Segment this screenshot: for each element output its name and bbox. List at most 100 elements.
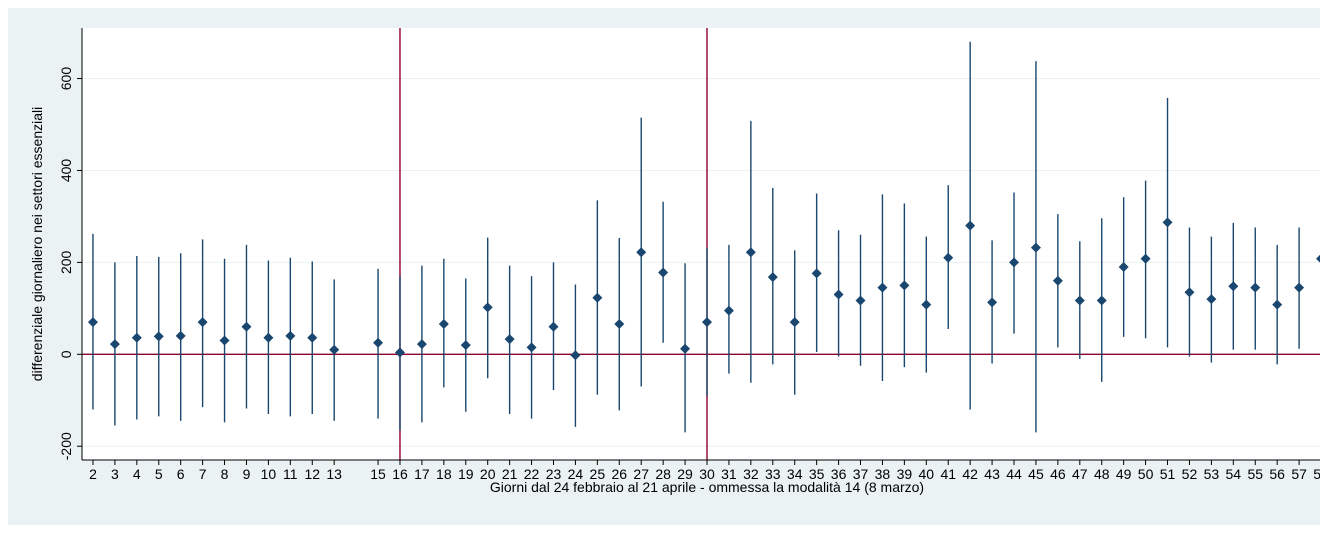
x-tick-label: 35 [809, 466, 825, 482]
x-tick-label: 50 [1138, 466, 1154, 482]
x-tick-label: 2 [89, 466, 97, 482]
point-marker [723, 305, 734, 316]
point-marker [570, 350, 581, 361]
x-tick-label: 54 [1226, 466, 1242, 482]
point-marker [548, 321, 559, 332]
y-tick-label: 0 [58, 350, 74, 358]
point-marker [1140, 253, 1151, 264]
point-marker [680, 343, 691, 354]
x-tick-label: 31 [721, 466, 737, 482]
x-tick-label: 26 [611, 466, 627, 482]
x-tick-label: 24 [568, 466, 584, 482]
point-marker [855, 295, 866, 306]
x-tick-label: 5 [155, 466, 163, 482]
point-marker [197, 317, 208, 328]
x-tick-label: 21 [502, 466, 518, 482]
point-marker [131, 332, 142, 343]
point-marker [153, 331, 164, 342]
point-marker [899, 280, 910, 291]
x-tick-label: 51 [1160, 466, 1176, 482]
x-tick-label: 37 [853, 466, 869, 482]
x-tick-label: 16 [392, 466, 408, 482]
point-marker [877, 282, 888, 293]
x-tick-label: 19 [458, 466, 474, 482]
point-marker [965, 220, 976, 231]
chart-svg: 2 3 4 5 6 7 8 9 10 11 12 13 15 16 17 18 19 20 21 22 23 24 25 26… [29, 28, 1320, 495]
point-marker [1294, 282, 1305, 293]
x-tick-label: 3 [111, 466, 119, 482]
x-tick-label: 48 [1094, 466, 1110, 482]
y-tick-label: 400 [58, 159, 74, 183]
point-marker [921, 299, 932, 310]
x-tick-label: 7 [199, 466, 207, 482]
point-marker [1009, 257, 1020, 268]
x-tick-label: 6 [177, 466, 185, 482]
point-marker [373, 337, 384, 348]
x-tick-label: 47 [1072, 466, 1088, 482]
x-tick-label: 41 [940, 466, 956, 482]
x-tick-label: 30 [699, 466, 715, 482]
x-tick-label: 17 [414, 466, 430, 482]
x-tick-label: 56 [1269, 466, 1285, 482]
chart-figure: 2 3 4 5 6 7 8 9 10 11 12 13 15 16 17 18 19 20 21 22 23 24 25 26… [8, 8, 1320, 525]
x-tick-label: 25 [590, 466, 606, 482]
point-marker [943, 252, 954, 263]
point-marker [87, 317, 98, 328]
x-tick-label: 49 [1116, 466, 1132, 482]
x-tick-label: 27 [633, 466, 649, 482]
x-tick-label: 34 [787, 466, 803, 482]
y-axis-ticks: -200 0 200 400 600 [58, 67, 82, 460]
point-marker [1272, 299, 1283, 310]
x-axis-title: Giorni dal 24 febbraio al 21 aprile - om… [490, 479, 924, 495]
x-tick-label: 58 [1313, 466, 1320, 482]
x-tick-label: 53 [1204, 466, 1220, 482]
x-tick-label: 43 [984, 466, 1000, 482]
point-marker [504, 334, 515, 345]
x-tick-label: 12 [304, 466, 320, 482]
point-marker [987, 297, 998, 308]
x-tick-label: 23 [546, 466, 562, 482]
point-marker [109, 339, 120, 350]
y-tick-label: -200 [58, 432, 74, 460]
point-marker [658, 267, 669, 278]
x-tick-label: 33 [765, 466, 781, 482]
y-tick-label: 200 [58, 250, 74, 274]
plot-area [82, 28, 1320, 460]
point-marker [219, 335, 230, 346]
point-marker [416, 339, 427, 350]
x-tick-label: 11 [283, 466, 298, 482]
point-marker [175, 330, 186, 341]
point-marker [1228, 281, 1239, 292]
point-marker [263, 332, 274, 343]
x-tick-label: 28 [655, 466, 671, 482]
point-marker [482, 302, 493, 313]
x-tick-label: 42 [962, 466, 978, 482]
x-tick-label: 52 [1182, 466, 1198, 482]
x-tick-label: 46 [1050, 466, 1066, 482]
x-tick-label: 40 [919, 466, 935, 482]
y-axis-title: differenziale giornaliero nei settori es… [29, 107, 45, 381]
point-marker [329, 344, 340, 355]
point-marker [1250, 282, 1261, 293]
x-tick-label: 15 [370, 466, 386, 482]
point-marker [833, 289, 844, 300]
point-marker [526, 342, 537, 353]
point-marker [1074, 295, 1085, 306]
point-marker [307, 332, 318, 343]
point-marker [1096, 295, 1107, 306]
x-tick-label: 22 [524, 466, 540, 482]
point-marker [394, 347, 405, 358]
point-marker [789, 317, 800, 328]
point-marker [636, 247, 647, 258]
y-tick-label: 600 [58, 67, 74, 91]
point-marker [438, 318, 449, 329]
x-axis-ticks: 2 3 4 5 6 7 8 9 10 11 12 13 15 16 17 18 19 20 21 22 23 24 25 26… [89, 460, 1320, 482]
point-marker [1030, 242, 1041, 253]
point-marker [745, 247, 756, 258]
x-tick-label: 38 [875, 466, 891, 482]
x-tick-label: 39 [897, 466, 913, 482]
point-marker [1052, 275, 1063, 286]
point-marker [702, 317, 712, 328]
point-marker [1162, 217, 1173, 228]
x-tick-label: 57 [1291, 466, 1307, 482]
